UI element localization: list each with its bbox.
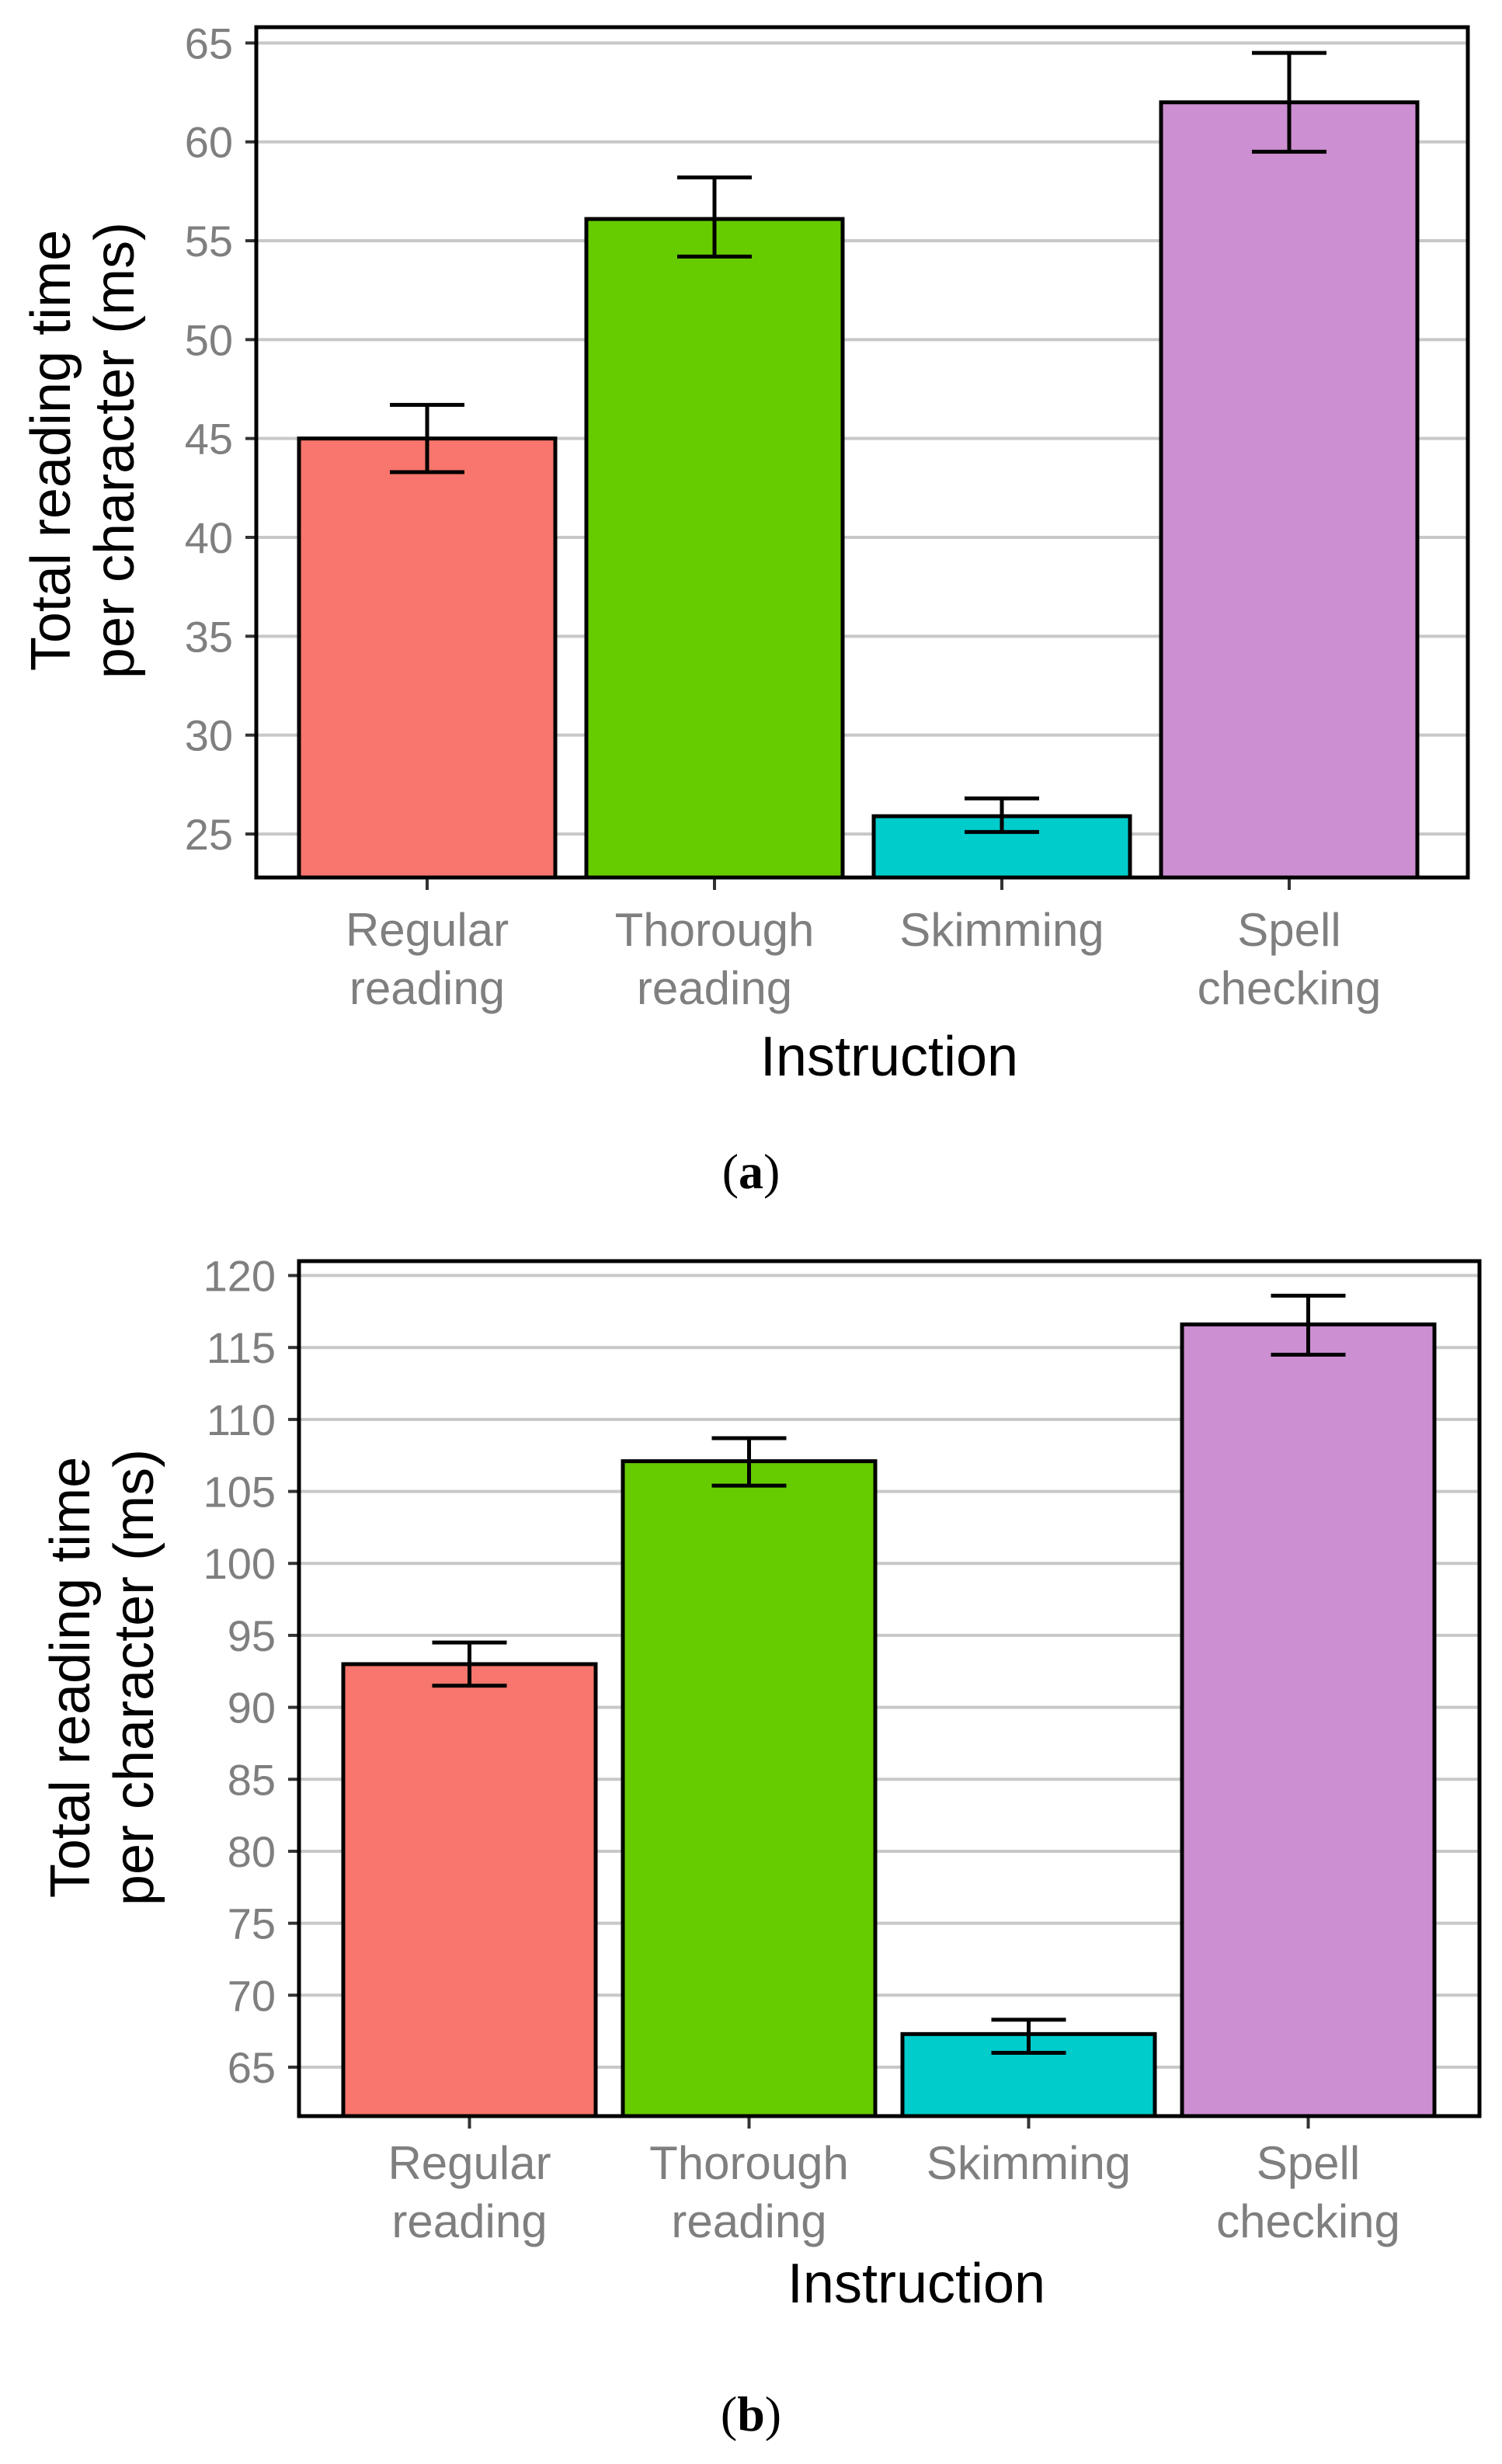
caption-paren-open: ( [722, 1144, 739, 1199]
y-tick-label: 110 [207, 1395, 276, 1444]
bar [341, 1662, 598, 2118]
x-tick-label: Spell [1237, 904, 1340, 956]
y-tick-label: 65 [228, 2043, 276, 2092]
bar [584, 217, 845, 880]
plot-frame [297, 1259, 1482, 2118]
y-tick-label: 105 [203, 1468, 276, 1517]
y-tick-label: 95 [228, 1611, 276, 1660]
caption-letter: b [737, 2386, 765, 2441]
y-tick-label: 65 [185, 19, 233, 68]
x-tick-label: reading [671, 2195, 826, 2247]
x-tick-label: reading [391, 2195, 547, 2247]
y-tick-label: 30 [185, 711, 233, 760]
y-axis-title-line: per character (ms) [103, 1449, 165, 1906]
y-tick-label: 70 [228, 1971, 276, 2020]
y-tick-label: 100 [203, 1539, 276, 1588]
y-tick-label: 40 [185, 513, 233, 562]
caption-paren-close: ) [765, 2386, 781, 2441]
y-tick-label: 35 [185, 612, 233, 661]
y-axis-title: Total reading timeper character (ms) [40, 1449, 165, 1906]
x-tick-label: checking [1216, 2195, 1400, 2247]
plot-frame [254, 25, 1470, 880]
x-tick-label: Skimming [927, 2137, 1131, 2189]
y-tick-label: 120 [203, 1252, 276, 1301]
y-tick-label: 90 [228, 1684, 276, 1732]
y-axis-title: Total reading timeper character (ms) [20, 222, 146, 679]
x-tick-label: Regular [388, 2137, 551, 2189]
figure-caption: (a) [722, 1144, 781, 1199]
x-tick-label: Thorough [615, 904, 815, 956]
caption-paren-open: ( [721, 2386, 737, 2441]
caption-paren-close: ) [763, 1144, 780, 1199]
y-tick-label: 75 [228, 1899, 276, 1948]
bar [297, 436, 558, 880]
figure-caption: (b) [721, 2386, 781, 2441]
x-axis-title: Instruction [760, 1026, 1018, 1088]
x-tick-label: Skimming [899, 904, 1104, 956]
x-tick-label: reading [349, 962, 505, 1014]
y-tick-label: 60 [185, 118, 233, 167]
chart-panel-b: 65 70 75 80 85 90 95 100 105 110 115 120 Regular read… [40, 1252, 1482, 2441]
y-axis-title-line: Total reading time [40, 1457, 102, 1898]
y-tick-label: 25 [185, 810, 233, 859]
y-tick-label: 85 [228, 1755, 276, 1804]
y-tick-label: 80 [228, 1827, 276, 1876]
x-tick-label: checking [1198, 962, 1382, 1014]
x-tick-label: Thorough [649, 2137, 849, 2189]
bar [1180, 1322, 1437, 2118]
bar [1159, 100, 1420, 880]
y-tick-label: 50 [185, 315, 233, 364]
x-axis-title: Instruction [788, 2253, 1045, 2315]
y-tick-label: 115 [207, 1323, 276, 1372]
y-tick-label: 55 [185, 217, 233, 266]
bar [621, 1459, 878, 2118]
x-tick-label: Regular [346, 904, 509, 956]
y-axis-title-line: Total reading time [20, 230, 82, 671]
x-tick-label: reading [637, 962, 792, 1014]
chart-panel-a: 25 30 35 40 45 50 55 60 65 Regular reading Thorough… [20, 19, 1470, 1199]
y-axis-title-line: per character (ms) [84, 222, 146, 679]
y-tick-label: 45 [185, 415, 233, 464]
x-tick-label: Spell [1257, 2137, 1360, 2189]
caption-letter: a [739, 1144, 763, 1199]
